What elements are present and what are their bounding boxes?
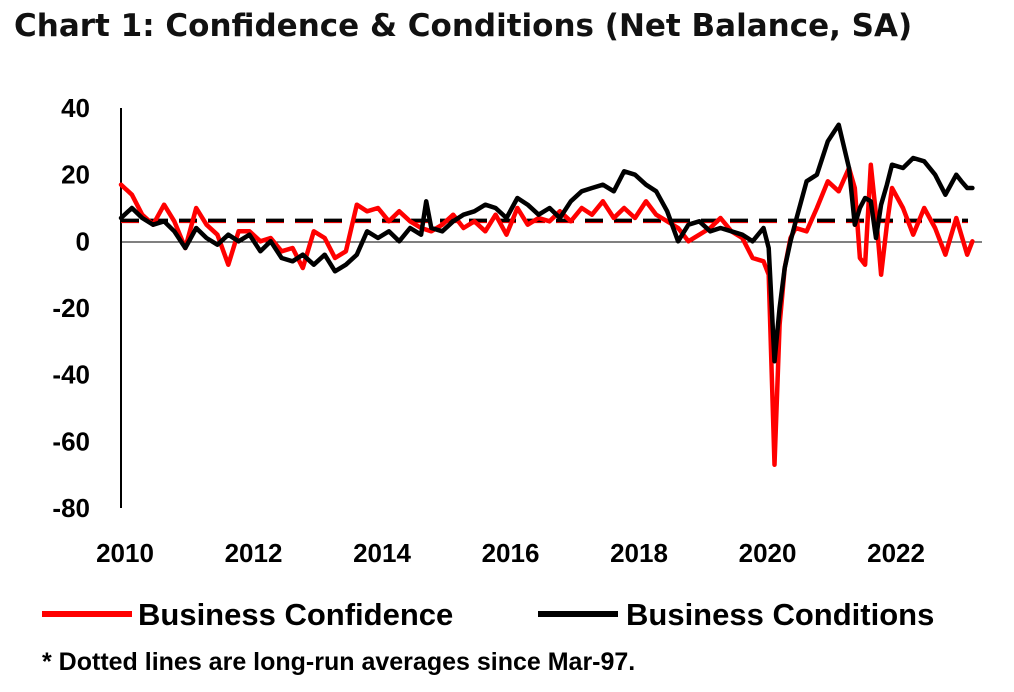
- legend-label-business-confidence: Business Confidence: [138, 597, 453, 632]
- axes: [120, 108, 982, 508]
- y-tick-label: 0: [76, 226, 90, 256]
- y-tick-label: -40: [52, 360, 90, 390]
- x-tick-labels: 2010 2012 2014 2016 2018 2020 2022: [96, 538, 925, 568]
- y-tick-label: -20: [52, 293, 90, 323]
- x-tick-label: 2012: [225, 538, 283, 568]
- y-tick-label: 40: [61, 93, 90, 123]
- chart-footnote: * Dotted lines are long-run averages sin…: [42, 648, 636, 676]
- x-tick-label: 2018: [610, 538, 668, 568]
- x-tick-label: 2020: [739, 538, 797, 568]
- x-tick-label: 2010: [96, 538, 154, 568]
- series-line-business-conditions: [118, 122, 975, 364]
- series-lines: [118, 122, 975, 467]
- x-tick-label: 2022: [867, 538, 925, 568]
- x-tick-label: 2014: [353, 538, 411, 568]
- y-tick-label: 20: [61, 160, 90, 190]
- y-tick-labels: 40 20 0 -20 -40 -60 -80: [52, 93, 90, 523]
- chart-title: Chart 1: Confidence & Conditions (Net Ba…: [14, 8, 913, 44]
- legend: Business Confidence Business Conditions: [42, 597, 934, 632]
- y-tick-label: -80: [52, 493, 90, 523]
- x-tick-label: 2016: [482, 538, 540, 568]
- y-tick-label: -60: [52, 426, 90, 456]
- legend-label-business-conditions: Business Conditions: [626, 597, 934, 632]
